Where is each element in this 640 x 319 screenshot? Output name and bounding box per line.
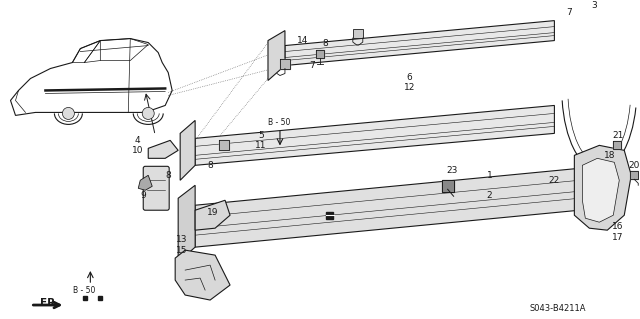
- Circle shape: [63, 108, 74, 119]
- Text: 5
11: 5 11: [255, 131, 267, 150]
- Polygon shape: [285, 21, 554, 65]
- Text: 8: 8: [207, 161, 213, 170]
- Text: 9: 9: [140, 191, 146, 200]
- Text: 22: 22: [548, 176, 560, 185]
- Text: 7: 7: [566, 8, 572, 17]
- Polygon shape: [442, 180, 454, 192]
- Bar: [99, 296, 102, 300]
- Text: 6
12: 6 12: [404, 73, 415, 92]
- Text: 2: 2: [487, 191, 492, 200]
- Polygon shape: [195, 168, 579, 247]
- Polygon shape: [280, 58, 290, 69]
- Text: 13
15: 13 15: [177, 235, 188, 255]
- Polygon shape: [582, 158, 620, 222]
- Polygon shape: [138, 175, 152, 190]
- Polygon shape: [268, 31, 285, 80]
- Text: S043-B4211A: S043-B4211A: [529, 303, 586, 313]
- Text: 19: 19: [207, 208, 219, 217]
- Text: 14: 14: [296, 36, 308, 45]
- Polygon shape: [219, 140, 229, 150]
- Bar: [326, 212, 333, 219]
- Text: 3: 3: [591, 1, 597, 10]
- Polygon shape: [195, 200, 230, 230]
- Polygon shape: [180, 120, 195, 180]
- Text: FR.: FR.: [40, 298, 60, 308]
- Text: 23: 23: [447, 166, 458, 175]
- Text: 4
10: 4 10: [131, 136, 143, 155]
- Polygon shape: [613, 141, 621, 149]
- Polygon shape: [148, 140, 178, 158]
- Text: 7: 7: [309, 61, 315, 70]
- Text: 21: 21: [612, 131, 624, 140]
- Text: 1: 1: [486, 171, 492, 180]
- Polygon shape: [178, 185, 195, 262]
- Polygon shape: [195, 106, 554, 165]
- Text: 20: 20: [628, 161, 640, 170]
- Bar: [83, 296, 87, 300]
- Text: B - 50: B - 50: [74, 286, 96, 294]
- FancyBboxPatch shape: [143, 166, 169, 210]
- Polygon shape: [630, 171, 638, 179]
- Text: 8: 8: [165, 171, 171, 180]
- Polygon shape: [175, 250, 230, 300]
- Circle shape: [142, 108, 154, 119]
- Polygon shape: [316, 49, 324, 57]
- Text: 8: 8: [322, 39, 328, 48]
- Bar: [353, 29, 363, 38]
- Polygon shape: [574, 145, 631, 230]
- Text: 18: 18: [604, 151, 616, 160]
- Text: 16
17: 16 17: [612, 222, 623, 242]
- Text: B - 50: B - 50: [268, 118, 291, 127]
